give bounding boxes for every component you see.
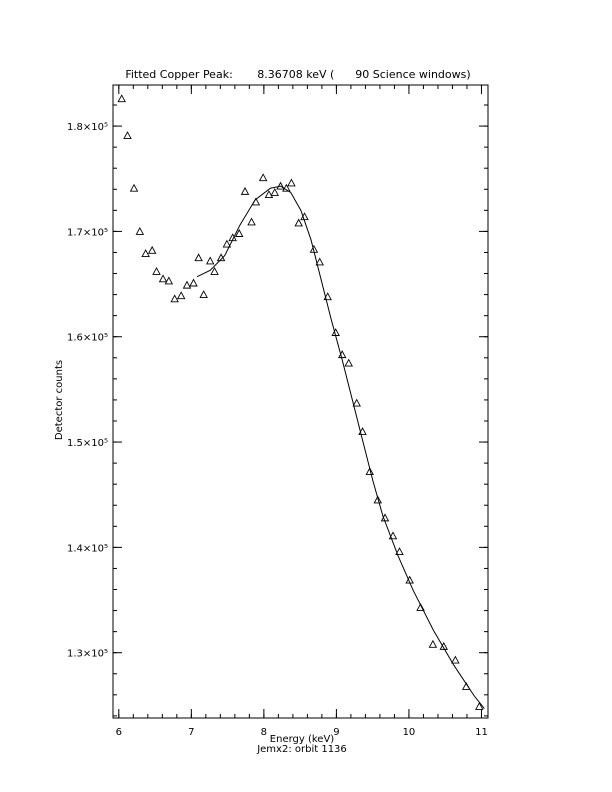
data-point bbox=[194, 253, 203, 262]
fit-line bbox=[196, 185, 485, 709]
data-point bbox=[176, 291, 186, 300]
data-point bbox=[182, 280, 192, 289]
data-point bbox=[276, 181, 285, 190]
data-point bbox=[158, 274, 168, 283]
data-point bbox=[282, 183, 291, 192]
data-point bbox=[294, 218, 303, 227]
data-point bbox=[258, 173, 268, 182]
x-tick-label: 9 bbox=[333, 727, 339, 738]
data-point bbox=[352, 398, 361, 407]
data-point bbox=[451, 655, 460, 664]
data-point bbox=[270, 187, 280, 196]
data-point bbox=[170, 294, 179, 303]
data-point bbox=[247, 217, 256, 226]
y-axis-label: Detector counts bbox=[54, 360, 65, 440]
y-tick-label: 1.6×10⁵ bbox=[67, 333, 108, 344]
data-point bbox=[287, 178, 296, 187]
data-point bbox=[344, 358, 353, 367]
data-point bbox=[210, 266, 219, 275]
data-point bbox=[315, 257, 324, 266]
data-point bbox=[152, 266, 161, 275]
data-point bbox=[475, 701, 484, 710]
y-tick-label: 1.4×10⁵ bbox=[67, 543, 108, 554]
y-tick-label: 1.3×10⁵ bbox=[67, 649, 108, 660]
data-point bbox=[416, 602, 425, 611]
data-point bbox=[428, 639, 438, 648]
y-tick-label: 1.5×10⁵ bbox=[67, 438, 108, 449]
data-point bbox=[365, 467, 375, 475]
data-point bbox=[395, 547, 404, 556]
data-point bbox=[373, 495, 383, 504]
data-point bbox=[129, 183, 139, 192]
data-point bbox=[264, 190, 274, 198]
y-tick-label: 1.7×10⁵ bbox=[67, 227, 108, 238]
x-axis-sublabel: Jemx2: orbit 1136 bbox=[256, 744, 347, 755]
x-tick-label: 10 bbox=[403, 727, 416, 738]
y-tick-label: 1.8×10⁵ bbox=[67, 122, 108, 133]
data-point bbox=[199, 290, 208, 299]
data-point bbox=[123, 131, 132, 140]
x-axis-label: Energy (keV) bbox=[270, 734, 335, 745]
x-tick-label: 6 bbox=[116, 727, 122, 738]
x-tick-label: 11 bbox=[475, 727, 488, 738]
data-point bbox=[222, 239, 232, 248]
data-point bbox=[439, 641, 449, 650]
data-point bbox=[117, 94, 126, 103]
data-point bbox=[164, 276, 174, 285]
x-tick-label: 7 bbox=[188, 727, 194, 738]
data-point bbox=[388, 531, 398, 540]
data-point bbox=[135, 226, 145, 235]
data-point bbox=[141, 249, 150, 257]
plot-frame bbox=[112, 84, 489, 719]
data-point bbox=[147, 245, 157, 254]
data-point bbox=[323, 292, 332, 301]
chart-title: Fitted Copper Peak: 8.36708 keV ( 90 Sci… bbox=[125, 68, 470, 81]
x-tick-label: 8 bbox=[261, 727, 267, 738]
data-point bbox=[240, 186, 250, 195]
data-point bbox=[234, 229, 244, 237]
data-point bbox=[205, 256, 215, 265]
data-point bbox=[189, 278, 198, 287]
